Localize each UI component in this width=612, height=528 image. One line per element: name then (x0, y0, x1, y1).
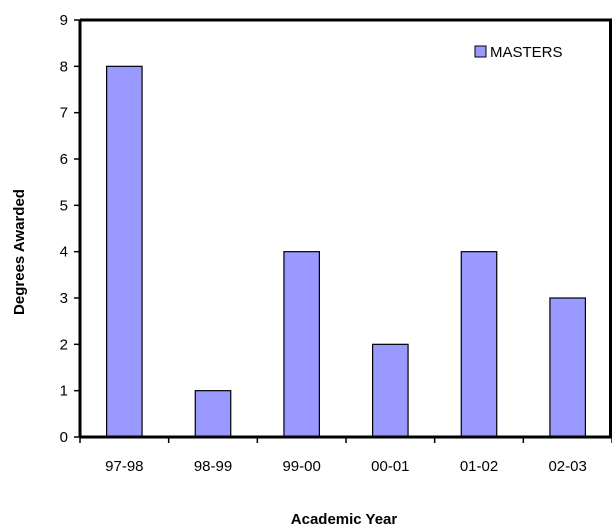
bar-98-99 (194, 390, 232, 438)
x-tick-label-99-00: 99-00 (282, 458, 320, 475)
y-tick-label-5: 5 (60, 197, 68, 214)
bar-00-01 (372, 343, 409, 438)
bars-group (105, 65, 586, 438)
axes-group (74, 18, 612, 443)
x-axis-title: Academic Year (291, 511, 398, 528)
x-tick-labels: 97-98 98-99 99-00 00-01 01-02 02-03 (105, 458, 587, 475)
x-tick-label-01-02: 01-02 (460, 458, 498, 475)
y-tick-label-8: 8 (60, 58, 68, 75)
bar-99-00 (283, 251, 320, 438)
legend-label-masters: MASTERS (490, 44, 563, 61)
legend: MASTERS (474, 44, 563, 61)
y-axis-title: Degrees Awarded (11, 189, 28, 315)
legend-swatch-masters (474, 45, 487, 58)
y-tick-label-7: 7 (60, 105, 68, 122)
bar-01-02 (460, 251, 498, 438)
y-tick-label-6: 6 (60, 151, 68, 168)
x-tick-label-98-99: 98-99 (194, 458, 232, 475)
x-tick-label-00-01: 00-01 (371, 458, 409, 475)
y-tick-label-1: 1 (60, 383, 68, 400)
bar-97-98 (105, 65, 143, 438)
y-tick-labels: 0 1 2 3 4 5 6 7 8 9 (60, 12, 68, 446)
y-tick-label-4: 4 (60, 244, 68, 261)
x-tick-label-02-03: 02-03 (548, 458, 586, 475)
x-tick-label-97-98: 97-98 (105, 458, 143, 475)
y-tick-label-0: 0 (60, 429, 68, 446)
y-tick-label-3: 3 (60, 290, 68, 307)
y-tick-label-9: 9 (60, 12, 68, 29)
y-tick-label-2: 2 (60, 336, 68, 353)
bar-02-03 (549, 297, 586, 438)
